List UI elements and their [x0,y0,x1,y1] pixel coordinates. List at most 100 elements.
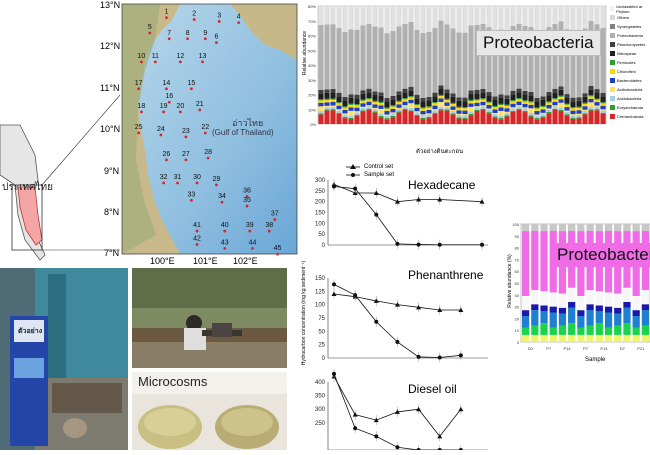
top-chart-bar-segment [360,90,366,94]
top-chart-bar-segment [486,113,492,124]
top-chart-bar-segment [600,112,606,114]
top-chart-bar-segment [468,25,474,91]
station-label: 2 [192,11,196,18]
top-chart-bar-segment [474,106,480,108]
top-chart-bar-segment [522,100,528,102]
top-chart-bar-segment [444,107,450,110]
top-chart-bar-segment [504,115,510,117]
hc-legend-sample-marker [351,173,355,177]
top-chart-bar-segment [444,99,450,103]
bottom-chart-bar-segment [540,323,548,335]
top-chart-bar-segment [438,106,444,110]
top-chart-bar-segment [510,101,516,104]
top-chart-bar-segment [456,113,462,116]
top-chart-bar-segment [408,86,414,91]
hc-title-hexadecane: Hexadecane [408,178,476,192]
bottom-chart-bar-segment [522,295,530,311]
hc-sample-point [437,355,442,360]
top-chart-bar-segment [366,99,372,102]
hc-ytick: 400 [315,380,326,386]
top-chart-bar-segment [396,94,402,101]
station-marker [195,243,199,246]
bottom-chart-bar-segment [531,334,539,342]
top-chart-bar-segment [558,95,564,97]
top-chart-bar-segment [426,107,432,110]
top-chart-bar-segment [480,99,486,102]
bottom-chart-bar-segment [641,310,649,326]
station-label: 6 [214,34,218,41]
station-label: 38 [265,222,273,229]
legend-label: Others [617,15,630,20]
station-marker [217,20,221,23]
hc-control-point [479,199,485,204]
station-label: 26 [163,151,171,158]
top-chart-bar-segment [420,117,426,120]
top-chart-bar-segment [510,94,516,101]
top-chart-bar-segment [390,99,396,106]
station-marker [165,158,168,162]
hc-control-point [437,197,443,202]
bottom-chart-bar-segment [531,227,539,291]
bottom-chart-xtick: P7 [546,346,552,351]
top-chart-bar-segment [402,98,408,100]
top-chart-bar-segment [522,103,528,108]
top-chart-bar-segment [438,89,444,95]
legend-label: Proteobacteria [617,33,644,38]
top-chart-bar-segment [576,32,582,98]
top-chart-bar-segment [552,98,558,100]
top-chart-bar-segment [546,109,552,112]
top-chart-bar-segment [468,6,474,26]
top-chart-bar-segment [414,105,420,108]
top-chart-bar-segment [354,111,360,113]
bottom-chart-bar-segment [623,307,631,324]
station-marker [206,156,210,160]
top-chart-bar-segment [588,102,594,108]
bottom-chart-bar-segment [558,293,567,308]
top-chart-bar-segment [348,107,354,111]
top-chart-bar-segment [528,113,534,116]
top-chart-bar-segment [594,102,600,106]
top-legend-item: Unclassified at Phylum [610,4,650,14]
bottom-chart-bar-segment [522,327,530,335]
station-label: 5 [148,24,152,31]
top-chart-bar-segment [324,98,330,100]
top-chart-bar-segment [444,102,450,106]
top-chart-bar-segment [414,29,420,95]
station-marker [190,198,193,202]
bottom-chart-bar-segment [595,224,603,232]
top-chart-bar-segment [570,117,576,119]
station-label: 45 [274,245,282,252]
top-chart-bar-segment [450,109,456,112]
top-chart-bar-segment [372,112,378,124]
top-chart-bar-segment [468,106,474,112]
hc-ytick: 200 [315,200,326,206]
top-chart-bar-segment [450,96,456,103]
top-chart-bar-segment [576,110,582,114]
legend-swatch [610,42,615,47]
top-chart-bar-segment [474,109,480,111]
top-chart-bar-segment [480,98,486,100]
top-chart-bar-segment [420,6,426,33]
top-chart-bar-segment [474,99,480,101]
top-chart-bar-segment [336,113,342,124]
top-chart-bar-segment [498,105,504,108]
top-chart-bar-segment [450,114,456,124]
top-chart-bar-segment [330,102,336,106]
top-chart-bar-segment [540,114,546,117]
hc-ylabel: Hydrocarbon concentration (mg kg sedimen… [301,260,307,366]
top-chart-bar-segment [492,105,498,108]
bottom-chart-bar-segment [568,224,576,232]
top-chart-bar-segment [510,6,516,26]
top-chart-bar-segment [480,105,486,107]
top-chart-bar-segment [438,85,444,90]
bottom-chart-bar-segment [623,323,631,335]
top-chart-bar-segment [492,6,498,32]
top-chart-bar-segment [420,110,426,115]
bottom-chart-bar-segment [558,224,567,232]
top-chart-bar-segment [378,108,384,114]
top-chart-bar-segment [414,94,420,99]
top-chart-bar-segment [402,106,408,109]
bottom-chart-bar-segment [604,292,613,307]
top-chart-bar-segment [486,102,492,106]
top-chart-bar-segment [540,99,546,106]
